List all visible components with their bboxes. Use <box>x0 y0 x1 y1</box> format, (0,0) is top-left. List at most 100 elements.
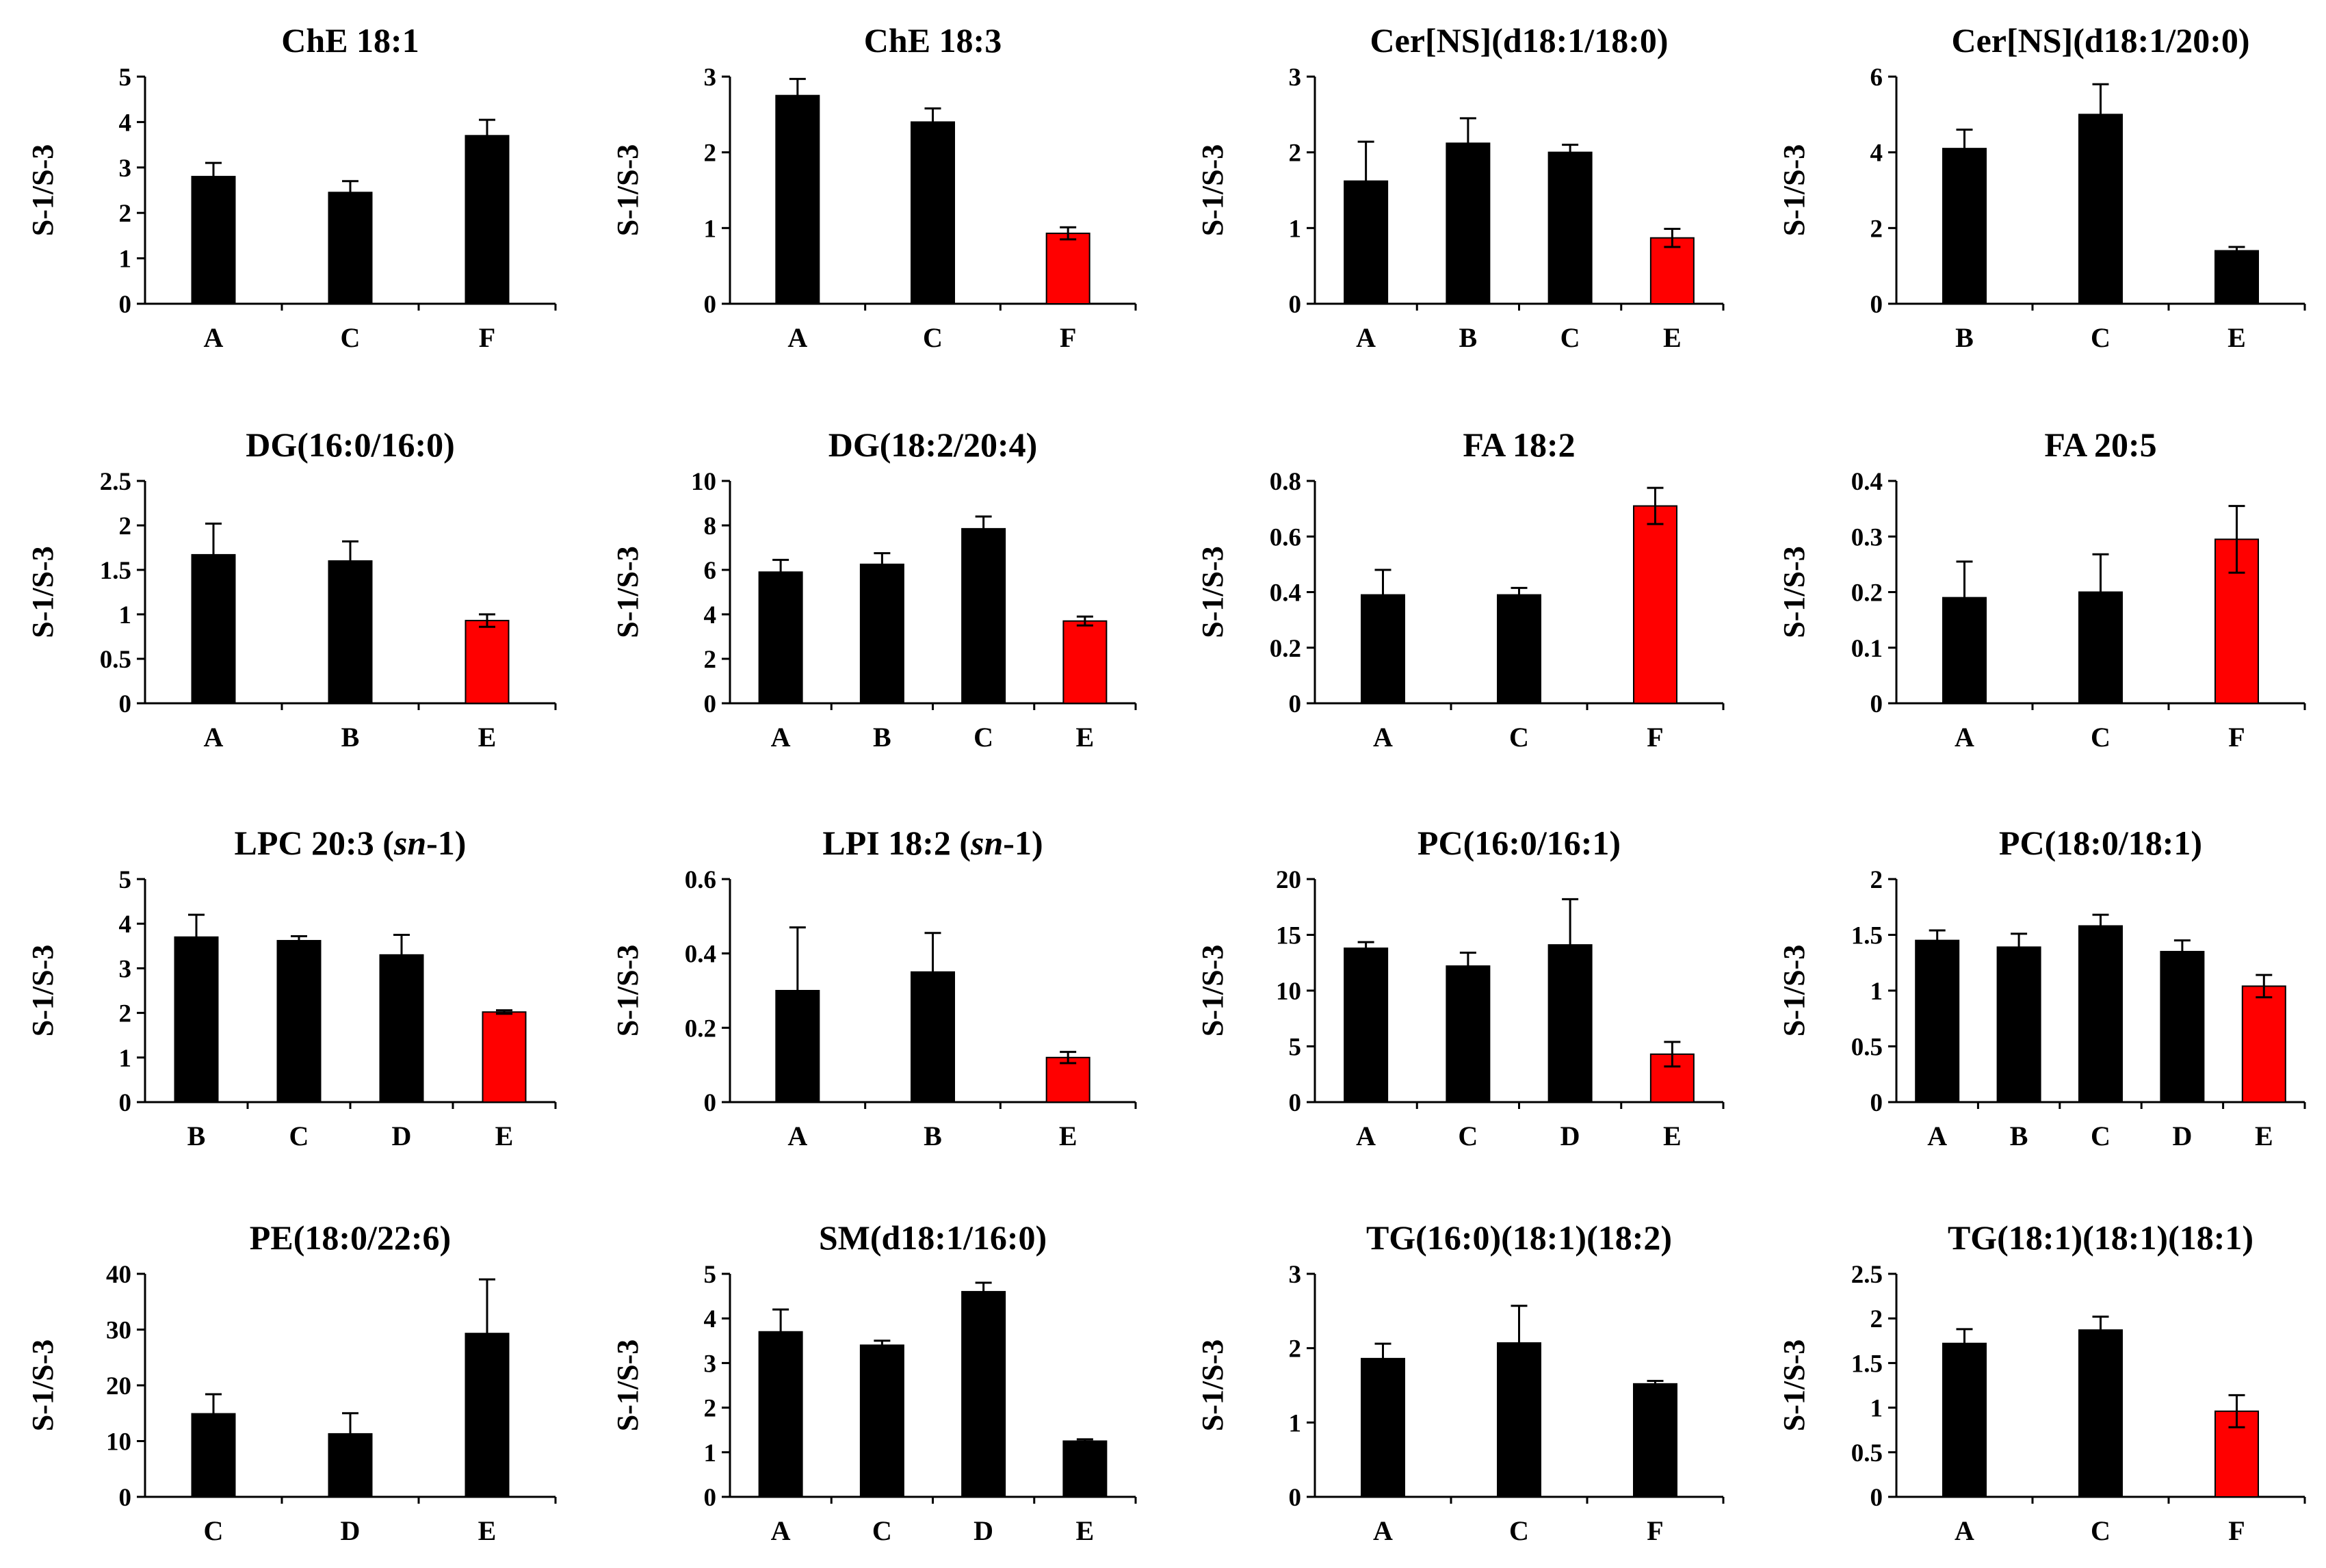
bar <box>191 176 236 304</box>
x-tick-label: C <box>1560 322 1580 353</box>
y-tick-label: 0.2 <box>1851 579 1883 607</box>
bar <box>1361 1357 1405 1498</box>
x-tick-label: B <box>2010 1121 2028 1151</box>
chart-panel: DG(16:0/16:0) S-1/S-3 0 0.5 1 1.5 2 2.5 A B E <box>26 426 557 753</box>
bar <box>758 571 803 704</box>
bar <box>1942 1342 1987 1498</box>
y-tick-label: 2 <box>119 512 132 540</box>
x-tick-label: C <box>2091 1121 2111 1151</box>
x-tick-label: D <box>2172 1121 2192 1151</box>
y-tick-label: 5 <box>119 64 132 92</box>
x-tick-label: A <box>1955 1515 1974 1546</box>
x-tick-label: E <box>1076 1515 1095 1546</box>
y-tick-label: 0.6 <box>685 866 716 894</box>
bar <box>191 1413 236 1498</box>
y-tick-label: 0.2 <box>685 1015 716 1043</box>
chart-title: PC(18:0/18:1) <box>1999 824 2202 862</box>
x-tick-label: F <box>2228 722 2245 753</box>
chart-panel: PC(16:0/16:1) S-1/S-3 0 5 10 15 20 A C D E <box>1196 824 1725 1151</box>
bar <box>1446 142 1491 304</box>
bar <box>961 1291 1006 1498</box>
x-tick-label: E <box>1059 1121 1077 1151</box>
bar <box>859 1344 904 1498</box>
bar <box>2078 925 2123 1103</box>
x-tick-label: C <box>2091 322 2111 353</box>
x-tick-label: C <box>289 1121 309 1151</box>
y-axis-label: S-1/S-3 <box>1777 144 1811 236</box>
bar <box>911 121 955 304</box>
x-tick-label: A <box>204 322 224 353</box>
bar <box>2214 250 2259 304</box>
bar <box>1649 1053 1695 1103</box>
y-tick-label: 0 <box>704 1089 717 1117</box>
y-tick-label: 6 <box>1870 64 1883 92</box>
x-tick-label: D <box>392 1121 412 1151</box>
y-tick-label: 1 <box>704 215 717 243</box>
chart-title: Cer[NS](d18:1/20:0) <box>1951 21 2249 60</box>
y-tick-label: 5 <box>119 866 132 894</box>
chart-title: Cer[NS](d18:1/18:0) <box>1370 21 1668 60</box>
x-tick-label: E <box>478 1515 497 1546</box>
x-tick-label: C <box>2091 1515 2111 1546</box>
y-axis-label: S-1/S-3 <box>26 945 60 1036</box>
y-tick-label: 5 <box>704 1261 717 1289</box>
x-tick-label: D <box>1560 1121 1580 1151</box>
bar <box>859 563 904 704</box>
bar <box>1996 946 2041 1103</box>
y-tick-label: 4 <box>704 1305 717 1333</box>
y-tick-label: 2 <box>1289 1335 1302 1363</box>
x-tick-label: E <box>1076 722 1095 753</box>
bar <box>1344 948 1389 1103</box>
x-tick-label: E <box>1663 322 1682 353</box>
y-tick-label: 3 <box>1289 1261 1302 1289</box>
bar <box>1344 180 1389 304</box>
y-tick-label: 0 <box>704 1484 717 1512</box>
bar <box>1361 594 1405 704</box>
bar <box>1633 505 1677 704</box>
y-tick-label: 0 <box>704 690 717 718</box>
y-tick-label: 0.3 <box>1851 523 1883 551</box>
bar <box>1942 597 1987 704</box>
chart-title: LPI 18:2 (sn-1) <box>822 824 1043 862</box>
y-tick-label: 0 <box>704 291 717 319</box>
chart-panel: LPC 20:3 (sn-1) S-1/S-3 0 1 2 3 4 5 B C D E <box>26 824 557 1151</box>
chart-panel: Cer[NS](d18:1/20:0) S-1/S-3 0 2 4 6 B C E <box>1777 21 2306 353</box>
chart-title: TG(18:1)(18:1)(18:1) <box>1948 1218 2253 1257</box>
y-tick-label: 30 <box>106 1317 131 1345</box>
y-tick-label: 2 <box>1289 140 1302 168</box>
y-tick-label: 5 <box>1289 1034 1302 1062</box>
bar <box>775 94 820 305</box>
chart-title: LPC 20:3 (sn-1) <box>235 824 467 862</box>
x-tick-label: A <box>1955 722 1974 753</box>
bar <box>2078 114 2123 304</box>
chart-title: TG(16:0)(18:1)(18:2) <box>1366 1218 1672 1257</box>
y-tick-label: 0 <box>119 291 132 319</box>
bar <box>2160 950 2205 1103</box>
y-tick-label: 40 <box>106 1261 131 1289</box>
bar <box>1062 620 1108 704</box>
x-tick-label: A <box>1356 322 1376 353</box>
y-tick-label: 4 <box>704 601 717 629</box>
x-tick-label: D <box>341 1515 361 1546</box>
x-tick-label: C <box>973 722 993 753</box>
y-axis-label: S-1/S-3 <box>611 546 644 638</box>
y-tick-label: 6 <box>704 557 717 585</box>
bar <box>379 954 424 1103</box>
bar <box>775 990 820 1103</box>
bar <box>1915 939 1960 1103</box>
y-tick-label: 1.5 <box>100 557 131 585</box>
x-tick-label: B <box>1955 322 1974 353</box>
y-tick-label: 10 <box>1276 978 1301 1006</box>
x-tick-label: A <box>1373 722 1393 753</box>
y-tick-label: 1 <box>1289 215 1302 243</box>
y-tick-label: 0 <box>1289 1484 1302 1512</box>
chart-title: ChE 18:3 <box>864 21 1002 60</box>
x-tick-label: B <box>924 1121 942 1151</box>
y-tick-label: 20 <box>106 1372 131 1400</box>
y-tick-label: 1.5 <box>1851 922 1883 950</box>
y-tick-label: 0.5 <box>100 646 131 674</box>
bar <box>191 553 236 705</box>
y-tick-label: 0.4 <box>685 941 716 969</box>
y-tick-label: 20 <box>1276 866 1301 894</box>
chart-panel: FA 20:5 S-1/S-3 0 0.1 0.2 0.3 0.4 A C F <box>1777 426 2306 753</box>
